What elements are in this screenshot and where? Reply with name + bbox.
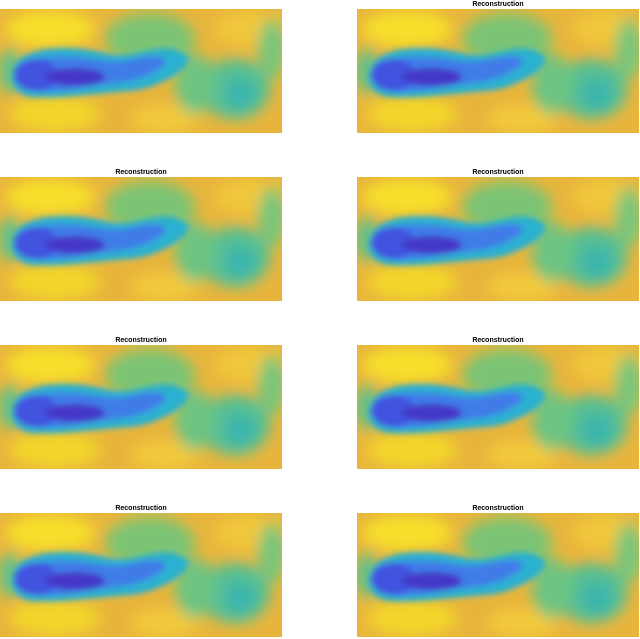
panel-title: Reconstruction xyxy=(115,505,166,512)
panel-title: Reconstruction xyxy=(472,169,523,176)
flow-field-image xyxy=(355,177,640,301)
panel-title: Reconstruction xyxy=(115,169,166,176)
flow-field-image xyxy=(0,177,286,301)
flow-field-image xyxy=(355,9,640,133)
panel-title: Reconstruction xyxy=(472,505,523,512)
flow-field-image xyxy=(0,9,286,133)
panel-title: Reconstruction xyxy=(115,337,166,344)
flow-field-image xyxy=(0,513,286,637)
panel-title: Reconstruction xyxy=(472,1,523,8)
panel-title: Reconstruction xyxy=(472,337,523,344)
flow-field-image xyxy=(355,513,640,637)
flow-field-image xyxy=(0,345,286,469)
flow-field-image xyxy=(355,345,640,469)
